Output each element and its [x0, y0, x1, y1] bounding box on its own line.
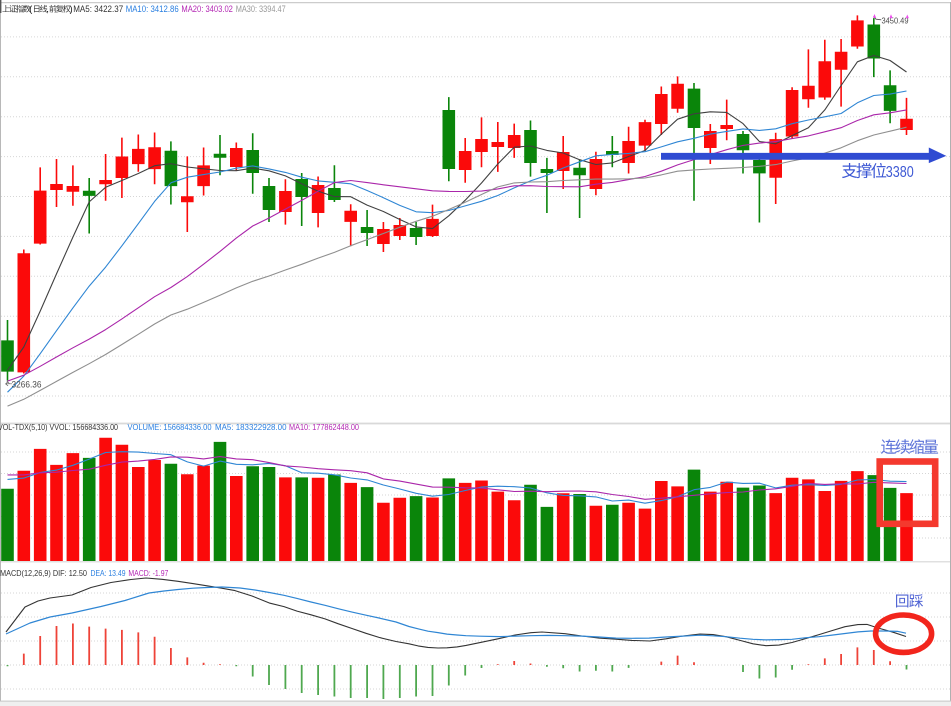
svg-text:MACD(12,26,9) DIF: 12.50: MACD(12,26,9) DIF: 12.50 — [0, 568, 87, 578]
svg-text:3266.36: 3266.36 — [12, 379, 42, 389]
svg-text:MA10: 177862448.00: MA10: 177862448.00 — [289, 422, 359, 432]
svg-text:3380: 3380 — [886, 164, 914, 181]
svg-text:VOL-TDX(5,10) VVOL: 156684336.: VOL-TDX(5,10) VVOL: 156684336.00 — [0, 422, 118, 432]
svg-text:MA5: 183322928.00: MA5: 183322928.00 — [215, 422, 287, 432]
svg-text:(: ( — [29, 4, 32, 14]
svg-text:VOLUME: 156684336.00: VOLUME: 156684336.00 — [128, 422, 212, 432]
svg-text:DEA: 13.49: DEA: 13.49 — [91, 568, 126, 578]
svg-text:MA5: 3422.37: MA5: 3422.37 — [73, 4, 123, 14]
svg-text:,: , — [46, 4, 49, 14]
svg-text:MA20: 3403.02: MA20: 3403.02 — [181, 4, 233, 14]
svg-text:MA10: 3412.86: MA10: 3412.86 — [126, 4, 179, 14]
svg-text:MACD: -1.97: MACD: -1.97 — [128, 568, 168, 578]
svg-text:MA30: 3394.47: MA30: 3394.47 — [236, 4, 286, 14]
svg-text:3450.49: 3450.49 — [882, 16, 909, 26]
svg-text:): ) — [70, 4, 73, 14]
